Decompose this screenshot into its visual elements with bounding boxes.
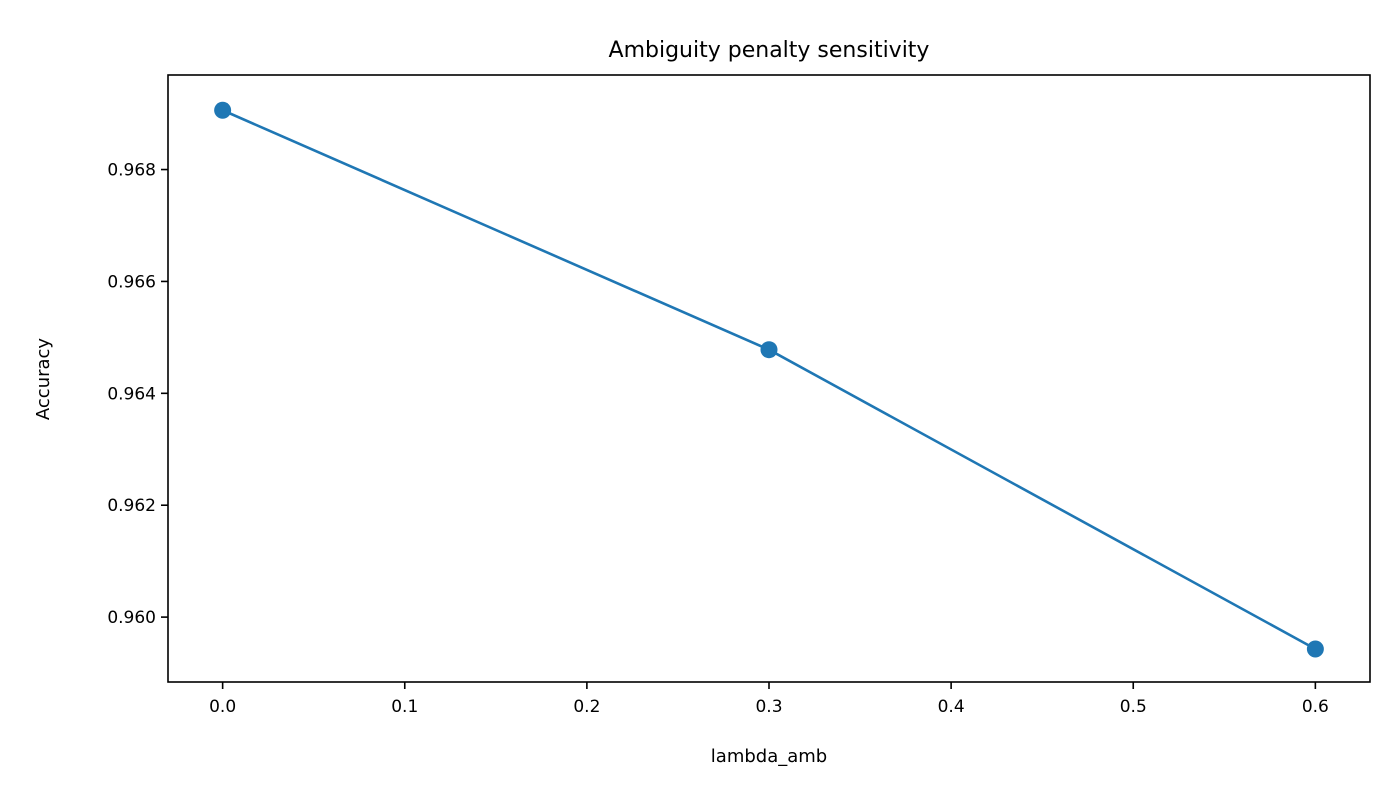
x-tick-label: 0.6 [1302,697,1329,717]
plot-area-frame [167,74,1371,683]
x-tick-label: 0.3 [755,697,782,717]
y-tick-label: 0.964 [107,384,156,404]
x-tick-label: 0.4 [938,697,965,717]
x-tick-label: 0.0 [209,697,236,717]
data-point [214,101,232,119]
chart-title: Ambiguity penalty sensitivity [609,38,930,63]
x-axis-label: lambda_amb [711,746,827,767]
x-tick-label: 0.2 [573,697,600,717]
data-point [1306,640,1324,658]
y-tick-label: 0.966 [107,272,156,292]
series-layer [214,101,1324,658]
y-tick-label: 0.968 [107,161,156,181]
y-tick-label: 0.962 [107,496,156,516]
x-tick-label: 0.1 [391,697,418,717]
y-axis-ticks: 0.960 0.962 0.964 0.966 0.968 [107,161,168,628]
y-tick-label: 0.960 [107,608,156,628]
data-point [760,341,778,359]
x-axis-ticks: 0.0 0.1 0.2 0.3 0.4 0.5 0.6 [209,682,1329,717]
y-axis-label: Accuracy [33,338,54,421]
x-tick-label: 0.5 [1120,697,1147,717]
